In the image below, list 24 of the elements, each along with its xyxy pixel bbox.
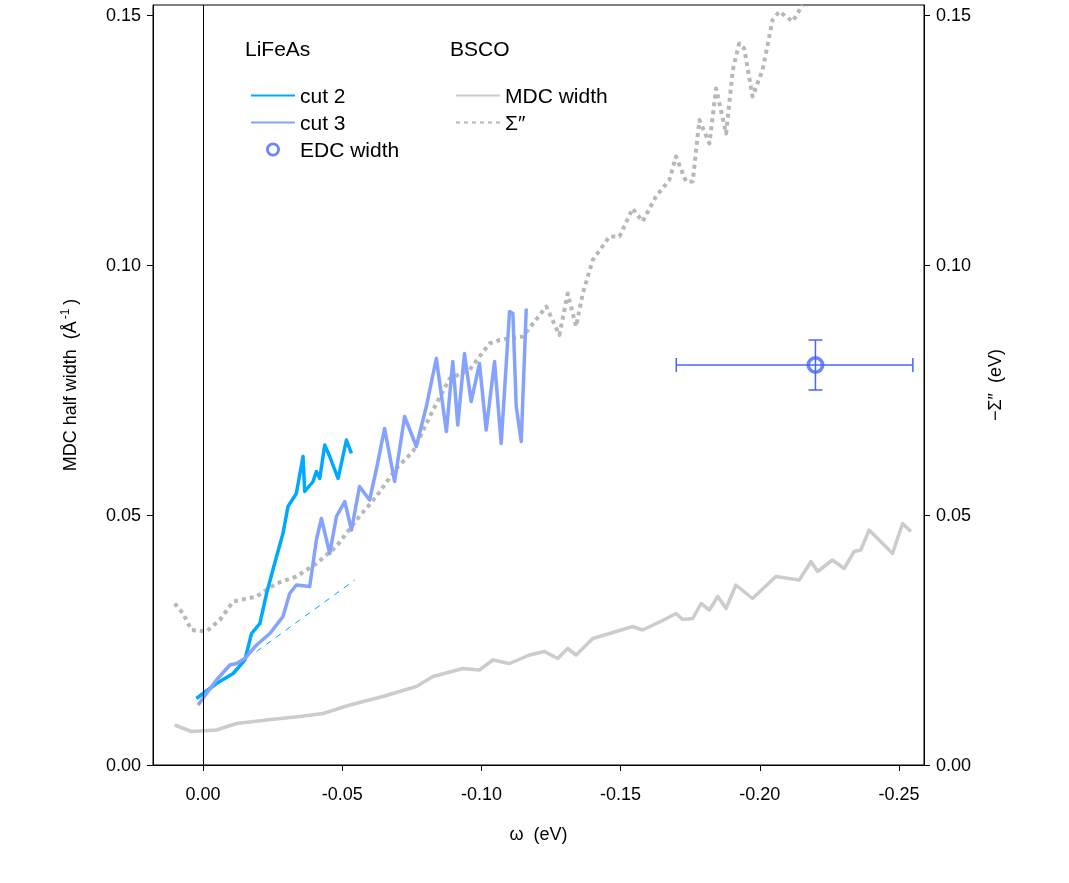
y-tick-label: 0.10 — [105, 255, 141, 275]
y2-tick-label: 0.05 — [936, 505, 972, 525]
y-tick-label: 0.00 — [105, 755, 141, 775]
x-tick-label: -0.10 — [460, 784, 502, 804]
x-tick-label: -0.15 — [600, 784, 642, 804]
legend-label: cut 3 — [300, 111, 346, 134]
text: BSCO — [450, 37, 510, 60]
y2-tick-label: 0.00 — [936, 755, 972, 775]
legend-label: EDC width — [300, 138, 400, 161]
x-tick-label: 0.00 — [185, 784, 221, 804]
y-tick-label: 0.05 — [105, 505, 141, 525]
y2-axis-title: −Σ″ (eV) — [985, 348, 1005, 422]
x-tick-label: -0.05 — [321, 784, 363, 804]
text: LiFeAs — [245, 37, 311, 60]
legend-label: Σ″ — [505, 111, 526, 134]
legend-label: MDC width — [505, 84, 608, 107]
x-tick-label: -0.20 — [739, 784, 781, 804]
y-axis-title: MDC half width (Å-1) — [58, 298, 80, 472]
y2-tick-label: 0.15 — [936, 5, 972, 25]
x-axis-title: ω (eV) — [509, 824, 568, 844]
y2-tick-label: 0.10 — [936, 255, 972, 275]
x-tick-label: -0.25 — [878, 784, 920, 804]
legend-label: cut 2 — [300, 84, 346, 107]
y-tick-label: 0.15 — [105, 5, 141, 25]
